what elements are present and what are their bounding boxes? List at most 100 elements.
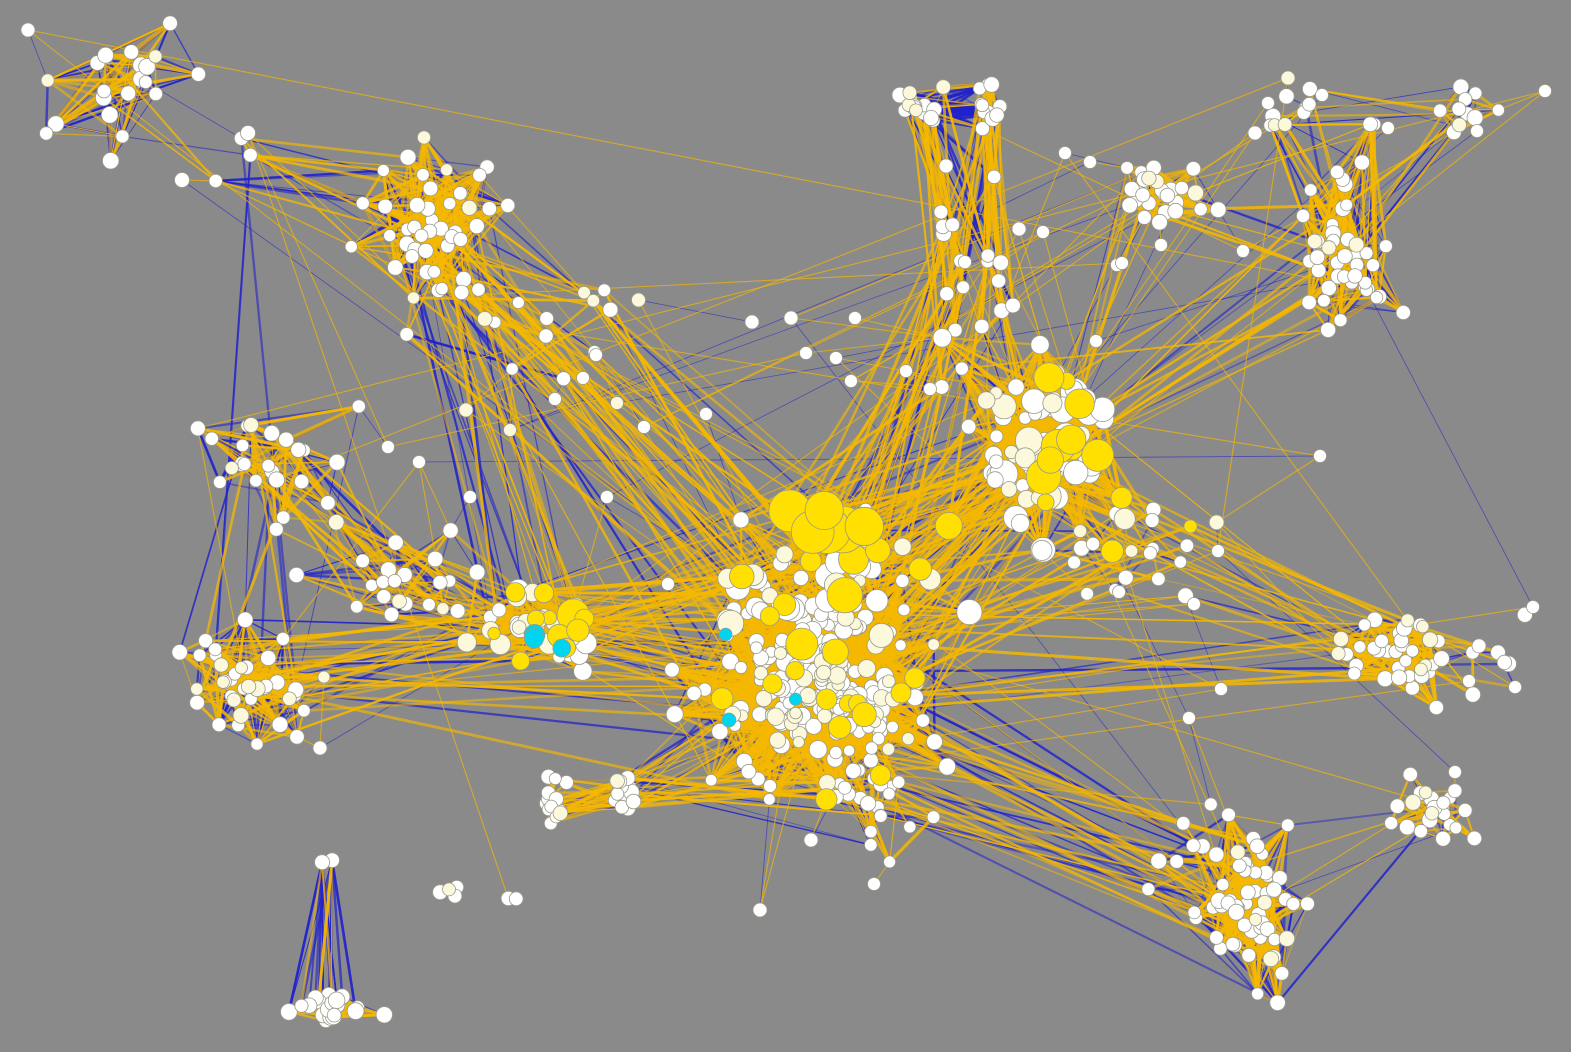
graph-node[interactable]	[539, 311, 554, 326]
graph-node[interactable]	[1261, 96, 1275, 110]
graph-node[interactable]	[1073, 524, 1088, 538]
graph-node[interactable]	[785, 627, 819, 661]
graph-node[interactable]	[1179, 538, 1195, 553]
graph-node[interactable]	[440, 163, 454, 177]
graph-node[interactable]	[1113, 507, 1136, 530]
graph-node[interactable]	[327, 991, 346, 1010]
graph-node[interactable]	[822, 638, 849, 666]
graph-node[interactable]	[991, 273, 1007, 289]
graph-node[interactable]	[1187, 184, 1204, 202]
graph-node[interactable]	[710, 687, 734, 710]
graph-node[interactable]	[436, 602, 450, 616]
graph-node[interactable]	[1414, 662, 1428, 677]
graph-node[interactable]	[271, 716, 289, 733]
graph-node[interactable]	[190, 66, 206, 82]
graph-node[interactable]	[992, 254, 1010, 271]
graph-node[interactable]	[744, 314, 760, 330]
graph-node[interactable]	[975, 121, 990, 137]
graph-node[interactable]	[1182, 711, 1196, 725]
graph-node[interactable]	[1036, 225, 1050, 239]
graph-node[interactable]	[1120, 161, 1134, 175]
graph-node[interactable]	[1303, 183, 1318, 197]
graph-node[interactable]	[412, 455, 426, 469]
graph-node[interactable]	[1042, 393, 1063, 414]
graph-node[interactable]	[957, 255, 972, 270]
graph-node[interactable]	[491, 602, 507, 618]
graph-node[interactable]	[867, 877, 881, 891]
graph-node[interactable]	[317, 670, 331, 684]
graph-node[interactable]	[1259, 921, 1276, 937]
graph-node[interactable]	[476, 311, 493, 327]
graph-node[interactable]	[1496, 654, 1513, 671]
graph-node[interactable]	[1353, 640, 1367, 654]
graph-node[interactable]	[232, 707, 250, 724]
graph-node[interactable]	[375, 575, 390, 590]
graph-node[interactable]	[387, 573, 402, 589]
graph-node[interactable]	[882, 787, 896, 801]
graph-node[interactable]	[190, 682, 204, 696]
graph-node[interactable]	[908, 557, 932, 581]
graph-node[interactable]	[312, 740, 328, 756]
graph-node[interactable]	[989, 429, 1004, 444]
graph-node[interactable]	[503, 423, 517, 437]
graph-node[interactable]	[859, 795, 877, 812]
graph-node[interactable]	[721, 652, 739, 671]
graph-node[interactable]	[1241, 947, 1257, 963]
graph-node[interactable]	[1320, 321, 1337, 338]
graph-node[interactable]	[815, 788, 838, 811]
graph-node[interactable]	[773, 593, 797, 617]
graph-node[interactable]	[868, 622, 894, 648]
graph-node[interactable]	[864, 741, 879, 755]
graph-node[interactable]	[463, 490, 477, 504]
graph-node[interactable]	[453, 186, 468, 201]
graph-node[interactable]	[864, 838, 878, 852]
graph-node[interactable]	[881, 674, 896, 689]
graph-node[interactable]	[1370, 290, 1384, 305]
graph-node[interactable]	[894, 639, 907, 652]
graph-node[interactable]	[586, 294, 601, 308]
graph-node[interactable]	[1240, 884, 1256, 901]
graph-node[interactable]	[974, 318, 990, 335]
graph-node[interactable]	[1064, 388, 1095, 420]
graph-node[interactable]	[1256, 894, 1273, 911]
graph-node[interactable]	[1320, 279, 1337, 297]
graph-node[interactable]	[740, 763, 757, 780]
graph-node[interactable]	[1185, 161, 1202, 177]
graph-node[interactable]	[1137, 209, 1152, 225]
graph-node[interactable]	[1124, 544, 1139, 558]
graph-node[interactable]	[815, 664, 832, 681]
graph-node[interactable]	[1249, 838, 1265, 854]
graph-node[interactable]	[1209, 930, 1224, 945]
graph-node[interactable]	[1433, 650, 1450, 667]
graph-node[interactable]	[721, 712, 737, 728]
graph-node[interactable]	[1340, 198, 1353, 212]
graph-node[interactable]	[1211, 544, 1225, 558]
graph-node[interactable]	[890, 682, 912, 704]
graph-node[interactable]	[468, 218, 485, 235]
graph-node[interactable]	[1464, 686, 1482, 703]
graph-node[interactable]	[276, 510, 291, 525]
graph-node[interactable]	[432, 575, 448, 591]
graph-node[interactable]	[881, 742, 896, 756]
graph-node[interactable]	[213, 657, 229, 673]
graph-node[interactable]	[837, 780, 852, 795]
graph-node[interactable]	[280, 1003, 298, 1021]
graph-node[interactable]	[762, 673, 783, 694]
graph-node[interactable]	[577, 285, 591, 300]
graph-node[interactable]	[487, 626, 501, 640]
graph-node[interactable]	[1232, 858, 1247, 874]
graph-node[interactable]	[399, 148, 417, 166]
graph-node[interactable]	[1221, 807, 1236, 823]
graph-node[interactable]	[1011, 221, 1027, 237]
graph-node[interactable]	[1225, 936, 1241, 952]
graph-node[interactable]	[1448, 765, 1462, 779]
graph-node[interactable]	[472, 167, 487, 183]
graph-node[interactable]	[314, 854, 331, 871]
graph-node[interactable]	[610, 396, 624, 410]
graph-node[interactable]	[442, 882, 456, 897]
graph-node[interactable]	[1471, 638, 1487, 654]
graph-node[interactable]	[1395, 304, 1411, 321]
graph-node[interactable]	[189, 420, 206, 437]
graph-node[interactable]	[1347, 268, 1363, 284]
graph-node[interactable]	[1379, 239, 1393, 254]
